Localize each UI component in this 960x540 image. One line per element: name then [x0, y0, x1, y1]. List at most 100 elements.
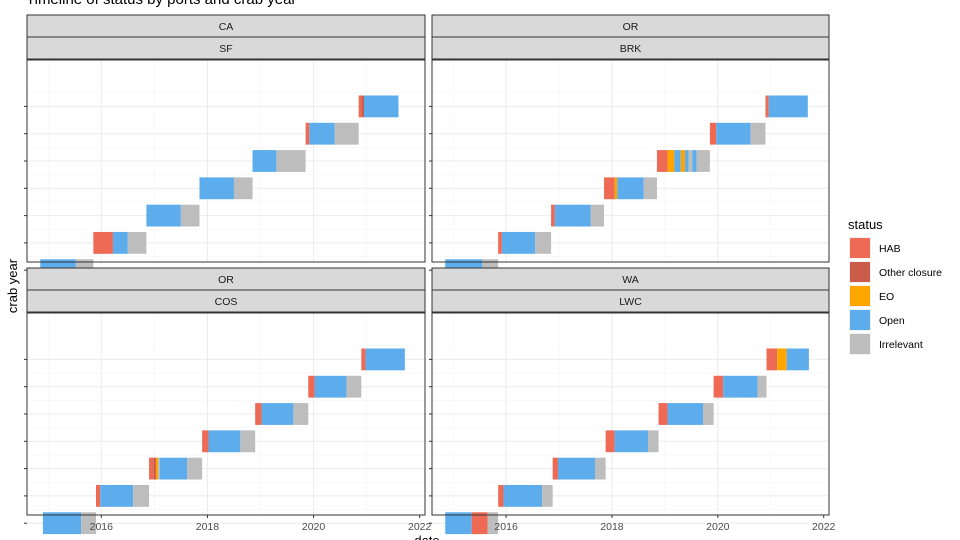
facet-panel: CA SF	[24, 14, 426, 282]
legend-label: HAB	[879, 243, 901, 255]
status-bar-hab	[471, 512, 488, 535]
facet-strip-state-label: OR	[623, 21, 639, 33]
x-tick-label: 2022	[812, 521, 836, 533]
status-bar-hab	[93, 231, 113, 254]
status-bar-open	[159, 457, 188, 480]
status-bar-open	[674, 150, 681, 172]
status-bar-irrelevant	[240, 430, 256, 453]
status-bar-irrelevant	[81, 512, 96, 535]
status-bar-hab	[552, 457, 558, 480]
status-bar-irrelevant	[127, 231, 147, 254]
status-bar-irrelevant	[542, 484, 553, 507]
x-tick-label: 2022	[408, 521, 432, 533]
facet-panels: CA SF OR BRK OR COS 2016 2018 2020 2022 WA LWC 2016 2…	[24, 14, 836, 535]
status-bar-hab	[498, 484, 504, 507]
status-bar-hab	[709, 122, 717, 145]
x-tick-label: 2020	[706, 521, 730, 533]
status-bar-irrelevant	[276, 150, 306, 172]
chart-title: Timeline of status by ports and crab yea…	[26, 0, 296, 8]
legend-swatch	[850, 286, 870, 306]
status-bar-eo	[614, 177, 618, 200]
facet-strip-state-label: WA	[622, 274, 639, 286]
facet-strip-port-label: SF	[219, 43, 232, 55]
status-bar-irrelevant	[346, 375, 362, 398]
legend-label: Other closure	[879, 267, 942, 279]
facet-strip-state-label: CA	[219, 21, 234, 33]
status-bar-eo	[667, 150, 675, 172]
status-bar-open	[723, 375, 758, 398]
status-bar-open	[617, 177, 644, 200]
status-bar-open	[557, 457, 596, 480]
status-bar-hab	[498, 231, 502, 254]
status-bar-irrelevant	[647, 430, 659, 453]
status-bar-irrelevant	[187, 457, 203, 480]
status-bar-hab	[604, 177, 615, 200]
legend: status HAB Other closure EO Open Irrelevant	[848, 217, 942, 355]
status-bar-hab	[95, 484, 101, 507]
status-bar-open	[363, 95, 399, 118]
status-bar-open	[692, 150, 697, 172]
status-bar-hab	[308, 375, 315, 398]
x-tick-label: 2018	[600, 521, 624, 533]
status-bar-open	[716, 122, 751, 145]
status-bar-open	[252, 150, 277, 172]
status-bar-irrelevant	[595, 457, 606, 480]
status-bar-hab	[305, 122, 310, 145]
facet-strip-port	[431, 289, 830, 313]
status-bar-open	[614, 430, 648, 453]
status-bar-irrelevant	[334, 122, 359, 145]
status-bar-irrelevant	[643, 177, 657, 200]
status-bar-irrelevant	[158, 457, 160, 480]
facet-panel: WA LWC 2016 2018 2020 2022	[429, 267, 836, 535]
status-bar-hab	[255, 403, 262, 425]
facet-strip-port-label: LWC	[619, 296, 642, 308]
status-bar-hab	[358, 95, 362, 118]
status-bar-irrelevant	[233, 177, 253, 200]
status-bar-irrelevant	[703, 403, 714, 425]
status-bar-eo	[777, 348, 787, 371]
status-bar-other-closure	[153, 457, 156, 480]
facet-strip-port	[431, 36, 830, 60]
status-bar-hab	[766, 348, 778, 371]
legend-swatch	[850, 238, 870, 258]
status-bar-hab	[765, 95, 769, 118]
status-bar-open	[685, 150, 689, 172]
x-tick-label: 2016	[90, 521, 114, 533]
status-bar-open	[42, 512, 82, 535]
status-bar-irrelevant	[180, 204, 200, 227]
facet-strip-port-label: COS	[215, 296, 238, 308]
status-bar-irrelevant	[133, 484, 150, 507]
status-bar-irrelevant	[750, 122, 766, 145]
facet-strip-state-label: OR	[218, 274, 234, 286]
status-bar-irrelevant	[696, 150, 710, 172]
status-bar-open	[365, 348, 405, 371]
status-bar-open	[503, 484, 543, 507]
legend-swatch	[850, 310, 870, 330]
status-bar-irrelevant	[535, 231, 552, 254]
status-bar-open	[100, 484, 134, 507]
x-axis-title: date	[414, 533, 439, 540]
status-bar-irrelevant	[688, 150, 693, 172]
status-bar-open	[786, 348, 809, 371]
status-bar-eo	[155, 457, 159, 480]
facet-strip-port	[26, 36, 426, 60]
status-bar-hab	[361, 348, 366, 371]
legend-label: EO	[879, 291, 894, 303]
status-bar-hab	[149, 457, 154, 480]
status-bar-hab	[713, 375, 724, 398]
status-bar-hab	[605, 430, 615, 453]
legend-label: Open	[879, 315, 905, 327]
status-bar-open	[445, 512, 472, 535]
status-bar-hab	[551, 204, 555, 227]
status-bar-irrelevant	[487, 512, 499, 535]
legend-label: Irrelevant	[879, 339, 923, 351]
facet-panel: OR BRK	[429, 14, 830, 282]
status-bar-open	[112, 231, 128, 254]
status-bar-open	[208, 430, 241, 453]
status-bar-open	[309, 122, 335, 145]
status-bar-open	[199, 177, 234, 200]
y-axis-title: crab year	[5, 258, 20, 313]
facet-panel: OR COS 2016 2018 2020 2022	[24, 267, 432, 535]
status-bar-hab	[202, 430, 209, 453]
status-bar-hab	[656, 150, 668, 172]
